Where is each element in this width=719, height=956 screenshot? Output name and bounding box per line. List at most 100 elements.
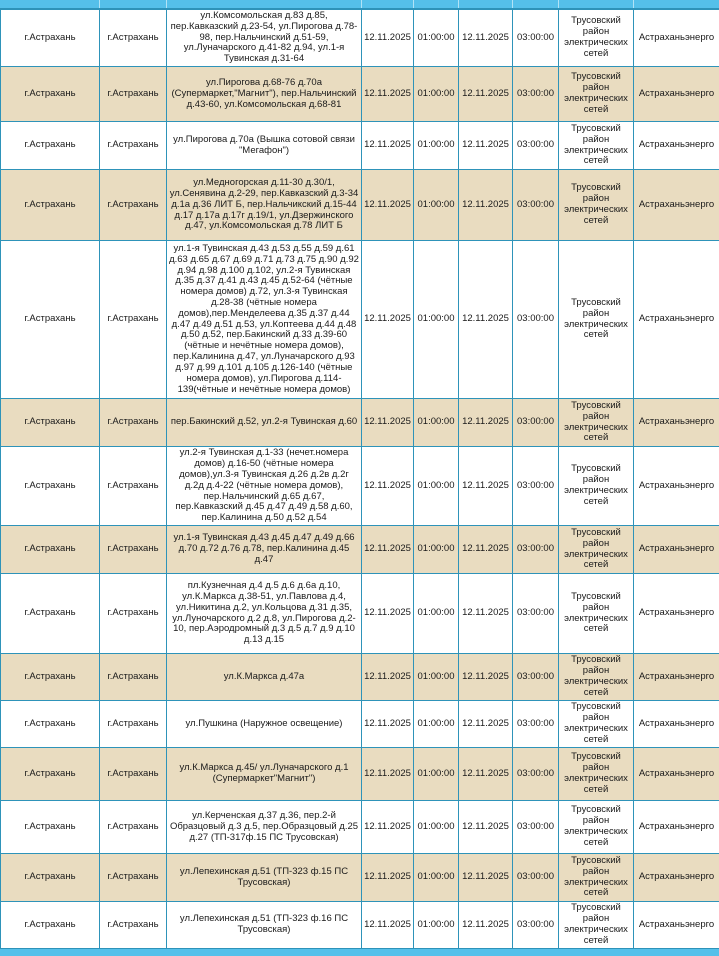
cell-start-time: 01:00:00 [414,701,459,748]
cell-network-division: Трусовский район электрических сетей [559,10,634,67]
cell-start-date: 12.11.2025 [362,67,414,122]
cell-start-date: 12.11.2025 [362,748,414,801]
cell-addresses: ул.1-я Тувинская д.43 д.45 д.47 д.49 д.6… [167,526,362,574]
cell-start-date: 12.11.2025 [362,854,414,902]
cell-addresses: ул.Керченская д.37 д.36, пер.2-й Образцо… [167,801,362,854]
cell-end-time: 03:00:00 [513,748,559,801]
cell-city: г.Астрахань [100,701,167,748]
cell-start-date: 12.11.2025 [362,526,414,574]
cell-start-time: 01:00:00 [414,447,459,526]
cell-network-division: Трусовский район электрических сетей [559,399,634,447]
cell-city: г.Астрахань [100,447,167,526]
cell-start-time: 01:00:00 [414,654,459,701]
cell-company: Астраханьэнерго [634,67,719,122]
cell-region: г.Астрахань [1,748,100,801]
cell-network-division: Трусовский район электрических сетей [559,574,634,654]
top-bar-column-separator [166,0,167,8]
top-bar-column-separator [99,0,100,8]
cell-addresses: ул.Лепехинская д.51 (ТП-323 ф.16 ПС Трус… [167,902,362,949]
cell-region: г.Астрахань [1,241,100,399]
cell-network-division: Трусовский район электрических сетей [559,170,634,241]
cell-end-date: 12.11.2025 [459,241,513,399]
cell-start-date: 12.11.2025 [362,10,414,67]
cell-end-time: 03:00:00 [513,447,559,526]
cell-network-division: Трусовский район электрических сетей [559,526,634,574]
cell-network-division: Трусовский район электрических сетей [559,748,634,801]
cell-end-date: 12.11.2025 [459,67,513,122]
cell-end-date: 12.11.2025 [459,902,513,949]
cell-start-date: 12.11.2025 [362,701,414,748]
cell-region: г.Астрахань [1,170,100,241]
cell-start-date: 12.11.2025 [362,170,414,241]
table-row: г.Астрахань г.Астрахань пл.Кузнечная д.4… [1,574,719,654]
cell-end-date: 12.11.2025 [459,801,513,854]
cell-city: г.Астрахань [100,10,167,67]
cell-company: Астраханьэнерго [634,854,719,902]
cell-end-date: 12.11.2025 [459,654,513,701]
cell-start-time: 01:00:00 [414,67,459,122]
cell-city: г.Астрахань [100,241,167,399]
cell-addresses: ул.2-я Тувинская д.1-33 (нечет.номера до… [167,447,362,526]
cell-start-date: 12.11.2025 [362,399,414,447]
table-row: г.Астрахань г.Астрахань ул.1-я Тувинская… [1,241,719,399]
cell-end-date: 12.11.2025 [459,122,513,170]
table-row: г.Астрахань г.Астрахань ул.Пирогова д.68… [1,67,719,122]
top-bar-column-separator [458,0,459,8]
cell-start-time: 01:00:00 [414,526,459,574]
cell-end-time: 03:00:00 [513,654,559,701]
table-row: г.Астрахань г.Астрахань ул.1-я Тувинская… [1,526,719,574]
cell-region: г.Астрахань [1,801,100,854]
table-top-bar [0,0,719,9]
cell-addresses: ул.Лепехинская д.51 (ТП-323 ф.15 ПС Трус… [167,854,362,902]
cell-end-date: 12.11.2025 [459,170,513,241]
cell-end-time: 03:00:00 [513,122,559,170]
cell-network-division: Трусовский район электрических сетей [559,654,634,701]
cell-end-date: 12.11.2025 [459,399,513,447]
cell-addresses: пл.Кузнечная д.4 д.5 д.6 д.6а д.10, ул.К… [167,574,362,654]
cell-region: г.Астрахань [1,574,100,654]
cell-addresses: ул.Пирогова д.70а (Вышка сотовой связи "… [167,122,362,170]
cell-city: г.Астрахань [100,854,167,902]
cell-end-time: 03:00:00 [513,399,559,447]
cell-city: г.Астрахань [100,748,167,801]
table-row: г.Астрахань г.Астрахань ул.2-я Тувинская… [1,447,719,526]
cell-end-date: 12.11.2025 [459,701,513,748]
cell-end-date: 12.11.2025 [459,748,513,801]
cell-company: Астраханьэнерго [634,902,719,949]
cell-company: Астраханьэнерго [634,701,719,748]
cell-region: г.Астрахань [1,654,100,701]
cell-addresses: пер.Бакинский д.52, ул.2-я Тувинская д.6… [167,399,362,447]
cell-start-date: 12.11.2025 [362,902,414,949]
cell-addresses: ул.К.Маркса д.47а [167,654,362,701]
cell-end-date: 12.11.2025 [459,447,513,526]
cell-start-time: 01:00:00 [414,399,459,447]
cell-addresses: ул.1-я Тувинская д.43 д.53 д.55 д.59 д.6… [167,241,362,399]
table-bottom-bar [0,949,719,956]
cell-city: г.Астрахань [100,526,167,574]
cell-network-division: Трусовский район электрических сетей [559,241,634,399]
cell-start-date: 12.11.2025 [362,447,414,526]
cell-company: Астраханьэнерго [634,801,719,854]
cell-start-time: 01:00:00 [414,748,459,801]
cell-network-division: Трусовский район электрических сетей [559,701,634,748]
cell-end-time: 03:00:00 [513,170,559,241]
cell-start-date: 12.11.2025 [362,574,414,654]
cell-network-division: Трусовский район электрических сетей [559,447,634,526]
table-row: г.Астрахань г.Астрахань ул.Комсомольская… [1,10,719,67]
cell-company: Астраханьэнерго [634,122,719,170]
top-bar-column-separator [512,0,513,8]
cell-start-time: 01:00:00 [414,801,459,854]
cell-start-date: 12.11.2025 [362,122,414,170]
cell-city: г.Астрахань [100,574,167,654]
cell-city: г.Астрахань [100,170,167,241]
cell-company: Астраханьэнерго [634,10,719,67]
cell-addresses: ул.Пирогова д.68-76 д.70а (Супермаркет,"… [167,67,362,122]
cell-region: г.Астрахань [1,447,100,526]
cell-end-date: 12.11.2025 [459,10,513,67]
cell-company: Астраханьэнерго [634,399,719,447]
table-row: г.Астрахань г.Астрахань ул.Керченская д.… [1,801,719,854]
cell-start-time: 01:00:00 [414,170,459,241]
table-row: г.Астрахань г.Астрахань ул.Пушкина (Нару… [1,701,719,748]
cell-region: г.Астрахань [1,701,100,748]
